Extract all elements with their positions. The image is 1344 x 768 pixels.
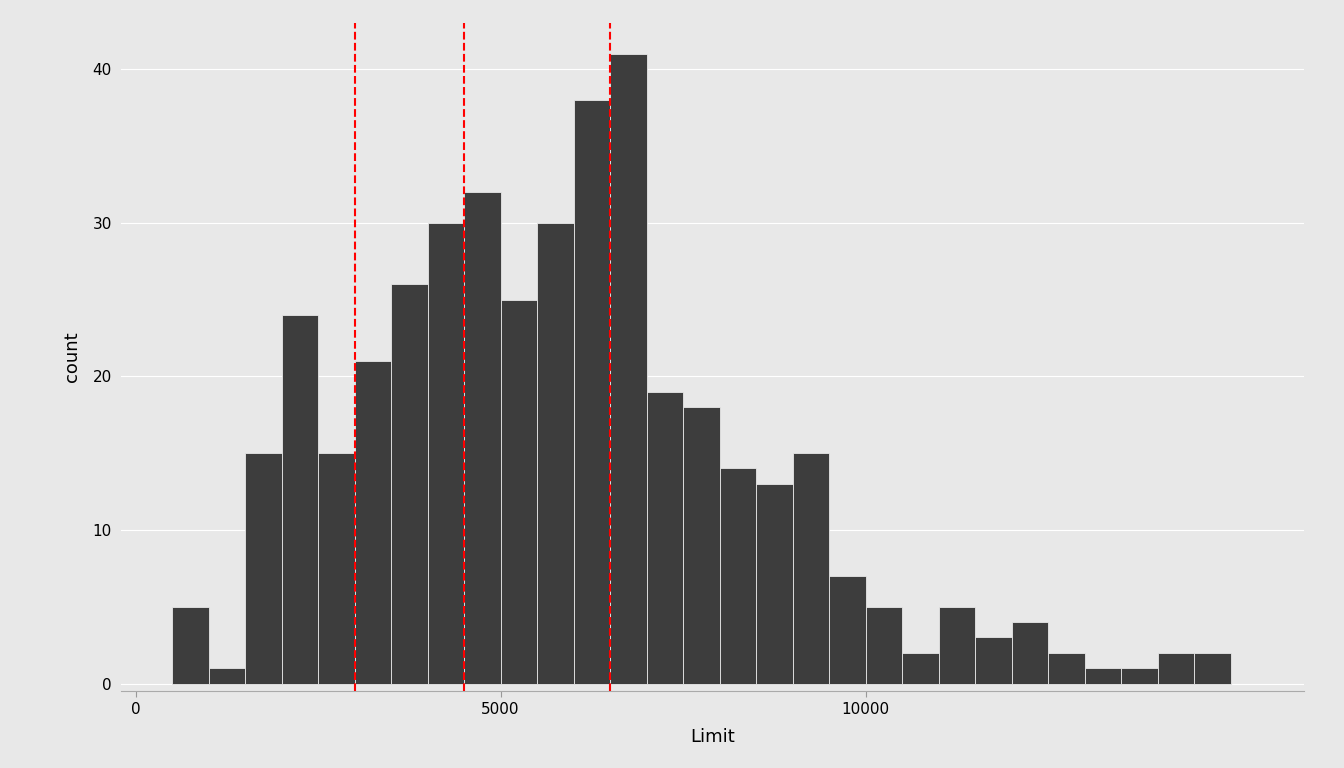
Bar <box>1157 653 1195 684</box>
Bar <box>1085 668 1121 684</box>
Bar <box>355 361 391 684</box>
Bar <box>574 100 610 684</box>
Bar <box>282 315 319 684</box>
Bar <box>866 607 902 684</box>
Bar <box>793 453 829 684</box>
Bar <box>757 484 793 684</box>
Y-axis label: count: count <box>63 332 82 382</box>
Bar <box>538 223 574 684</box>
Bar <box>1012 622 1048 684</box>
Bar <box>902 653 938 684</box>
Bar <box>391 284 427 684</box>
X-axis label: Limit: Limit <box>689 728 735 746</box>
Bar <box>719 468 757 684</box>
Bar <box>1048 653 1085 684</box>
Bar <box>683 407 719 684</box>
Bar <box>1195 653 1231 684</box>
Bar <box>464 192 500 684</box>
Bar <box>427 223 464 684</box>
Bar <box>976 637 1012 684</box>
Bar <box>245 453 282 684</box>
Bar <box>172 607 208 684</box>
Bar <box>610 54 646 684</box>
Bar <box>500 300 538 684</box>
Bar <box>829 576 866 684</box>
Bar <box>938 607 976 684</box>
Bar <box>319 453 355 684</box>
Bar <box>208 668 245 684</box>
Bar <box>646 392 683 684</box>
Bar <box>1121 668 1157 684</box>
